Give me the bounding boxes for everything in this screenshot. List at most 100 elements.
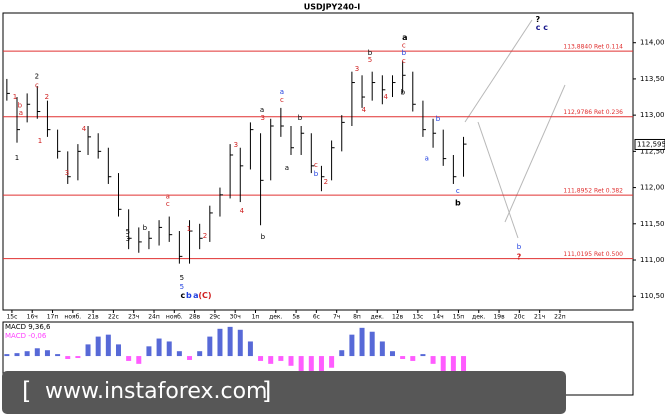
wave-label: 3 [261, 114, 265, 122]
wave-label: b [401, 89, 406, 97]
macd-bar [115, 344, 121, 357]
wave-label: c [402, 42, 406, 50]
macd-bar [440, 356, 446, 376]
wave-label: b [455, 198, 461, 207]
wave-label: b [18, 102, 23, 110]
wave-label: a [425, 155, 429, 163]
wave-label: a [285, 164, 289, 172]
macd-bar [298, 356, 304, 376]
x-tick-label: дек. [269, 314, 282, 321]
x-tick-label: 17п [47, 314, 59, 321]
macd-bar [329, 356, 335, 368]
level-label: 111,8952 Ret 0.382 [563, 188, 623, 195]
price-panel [2, 12, 634, 311]
wave-label: 3 [355, 65, 359, 73]
wave-label: (C) [198, 291, 211, 300]
projection-line [477, 121, 519, 239]
banner [2, 371, 566, 414]
wave-label: 5 [368, 56, 372, 64]
wave-label: 2 [35, 73, 39, 81]
macd-bar [136, 356, 142, 364]
macd-bar [65, 356, 71, 359]
wave-label: b [517, 243, 522, 251]
macd-value: MACD -0,06 [5, 332, 47, 340]
y-tick-label: 112,000 [640, 184, 665, 192]
wave-label: c [402, 57, 406, 65]
wave-label: b [314, 170, 319, 178]
x-tick-label: 29с [209, 314, 220, 321]
macd-bar [24, 351, 30, 357]
macd-bar [126, 356, 132, 361]
x-tick-label: 22п [554, 314, 566, 321]
x-tick-label: 24п [148, 314, 160, 321]
macd-bar [166, 341, 172, 357]
wave-label: 4 [362, 106, 367, 114]
banner-text: www.instaforex.com [45, 379, 268, 404]
y-tick-label: 114,000 [640, 39, 665, 47]
macd-bar [410, 356, 416, 361]
macd-bar [4, 354, 10, 357]
y-tick-label: 113,000 [640, 111, 665, 119]
x-tick-label: 30ч [230, 314, 241, 321]
chart-title: USDJPY240-I [304, 3, 361, 12]
macd-bar [197, 351, 203, 357]
projection-line [504, 84, 566, 223]
macd-bar [420, 354, 426, 357]
x-tick-label: 15п [453, 314, 465, 321]
macd-bar [14, 353, 20, 357]
x-tick-label: 16ч [27, 314, 38, 321]
wave-label: 4 [384, 93, 389, 101]
macd-bar [379, 341, 385, 357]
x-tick-label: 6с [313, 314, 320, 321]
wave-label: b [143, 224, 148, 232]
wave-label: ? [517, 253, 522, 262]
last-price-label: 112,595 [637, 140, 665, 148]
y-tick-label: 110,500 [640, 292, 665, 300]
wave-label: 1 [13, 93, 17, 101]
wave-label: a [166, 192, 170, 200]
banner-bracket: [ [22, 377, 31, 405]
wave-label: b [186, 291, 192, 300]
x-tick-label: нояб. [166, 314, 183, 321]
y-tick-label: 113,500 [640, 75, 665, 83]
x-tick-label: дек. [371, 314, 384, 321]
macd-bar [268, 356, 274, 364]
macd-bar [227, 326, 233, 357]
macd-bar [105, 334, 111, 357]
wave-label: c [180, 291, 185, 300]
y-tick-label: 111,500 [640, 220, 665, 228]
macd-bar [217, 328, 223, 357]
banner-bracket: ] [262, 377, 271, 405]
wave-label: a [193, 291, 198, 300]
wave-label: a [402, 33, 407, 42]
macd-bar [55, 354, 61, 357]
macd-bar [258, 356, 264, 361]
macd-bar [461, 356, 467, 378]
macd-bar [85, 344, 91, 357]
macd-bar [308, 356, 314, 384]
macd-bar [75, 356, 81, 359]
wave-label: 2 [324, 178, 328, 186]
macd-bar [156, 338, 162, 357]
wave-label: 2 [45, 93, 49, 101]
x-tick-label: 13с [412, 314, 423, 321]
x-tick-label: 14ч [433, 314, 444, 321]
macd-bar [288, 356, 294, 366]
wave-label: 5 [180, 274, 184, 282]
wave-label: 4 [240, 207, 245, 215]
wave-label: c c [536, 23, 549, 32]
wave-label: c [280, 96, 284, 104]
level-label: 112,9786 Ret 0.236 [563, 109, 623, 116]
wave-label: b [402, 49, 407, 57]
macd-bar [450, 356, 456, 383]
macd-bar [187, 356, 193, 360]
wave-label: b [298, 114, 303, 122]
x-tick-label: 22с [108, 314, 119, 321]
x-tick-label: 12в [392, 314, 404, 321]
wave-label: 5 [126, 228, 130, 236]
macd-bar [430, 356, 436, 364]
wave-label: c [456, 187, 460, 195]
wave-label: a [19, 109, 23, 117]
wave-label: b [368, 49, 373, 57]
x-tick-label: 8п [353, 314, 361, 321]
